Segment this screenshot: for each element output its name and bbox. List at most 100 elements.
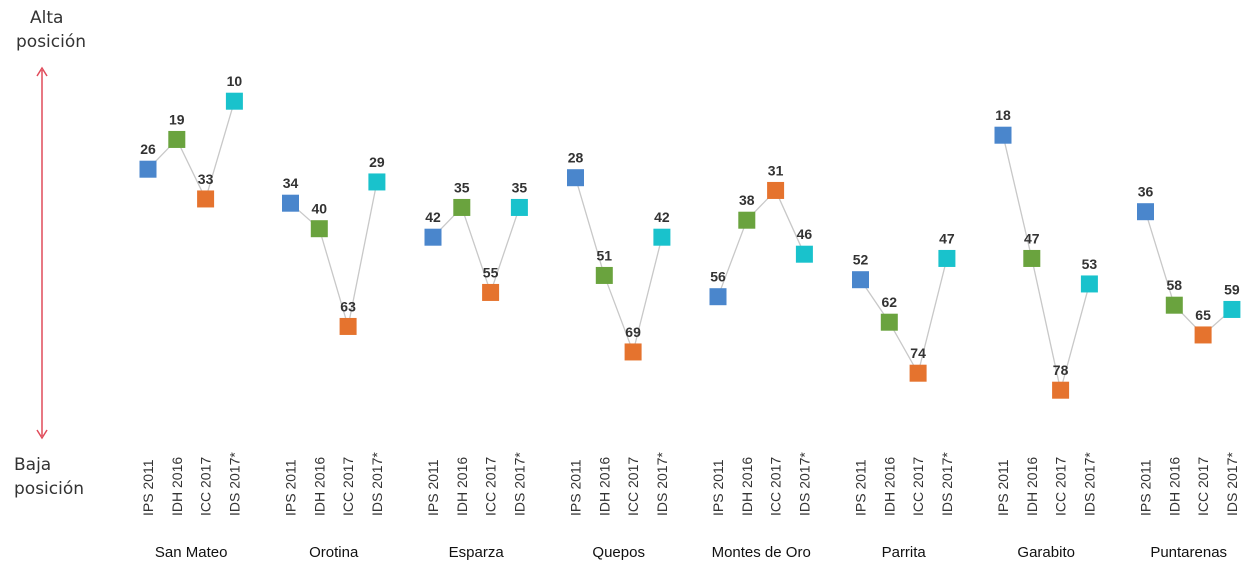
value-label-san-mateo-icc-2017: 33 — [198, 171, 214, 187]
marker-esparza-icc-2017 — [482, 283, 500, 301]
marker-puntarenas-icc-2017 — [1194, 326, 1212, 344]
tick-label-puntarenas-idh-2016: IDH 2016 — [1166, 457, 1182, 516]
marker-parrita-icc-2017 — [909, 364, 927, 382]
value-label-garabito-icc-2017: 78 — [1053, 362, 1069, 378]
series-line-quepos — [574, 177, 663, 355]
tick-label-quepos-icc-2017: ICC 2017 — [625, 457, 641, 516]
marker-san-mateo-icc-2017 — [197, 190, 215, 208]
marker-san-mateo-ids-2017 — [225, 92, 243, 110]
value-label-esparza-ids-2017: 35 — [512, 179, 528, 195]
value-label-garabito-ips-2011: 18 — [995, 107, 1011, 123]
marker-garabito-icc-2017 — [1052, 381, 1070, 399]
tick-label-puntarenas-ips-2011: IPS 2011 — [1138, 459, 1154, 516]
top-label-line1: Alta — [30, 8, 63, 28]
tick-label-quepos-ips-2011: IPS 2011 — [568, 459, 584, 516]
group-label-puntarenas: Puntarenas — [1150, 544, 1227, 561]
series-line-montes-de-oro — [717, 189, 805, 297]
value-label-montes-de-oro-idh-2016: 38 — [739, 192, 755, 208]
tick-label-garabito-ips-2011: IPS 2011 — [995, 459, 1011, 516]
value-label-quepos-ips-2011: 28 — [568, 150, 584, 166]
series-line-san-mateo — [147, 101, 236, 201]
value-label-quepos-idh-2016: 51 — [597, 247, 613, 263]
marker-montes-de-oro-ids-2017 — [795, 245, 813, 263]
tick-label-parrita-ids-2017: IDS 2017* — [939, 452, 955, 516]
value-label-montes-de-oro-icc-2017: 31 — [768, 162, 784, 178]
tick-label-quepos-idh-2016: IDH 2016 — [596, 457, 612, 516]
value-label-parrita-ips-2011: 52 — [853, 252, 869, 268]
tick-label-montes-de-oro-ips-2011: IPS 2011 — [710, 459, 726, 516]
tick-label-san-mateo-ips-2011: IPS 2011 — [140, 459, 156, 516]
value-label-puntarenas-idh-2016: 58 — [1167, 277, 1183, 293]
position-arrow — [36, 66, 48, 440]
tick-label-puntarenas-icc-2017: ICC 2017 — [1195, 457, 1211, 516]
value-label-montes-de-oro-ids-2017: 46 — [797, 226, 813, 242]
marker-san-mateo-idh-2016 — [168, 130, 186, 148]
value-label-puntarenas-ips-2011: 36 — [1138, 184, 1154, 200]
tick-label-san-mateo-ids-2017: IDS 2017* — [226, 452, 242, 516]
marker-puntarenas-ids-2017 — [1223, 300, 1241, 318]
plot-area: 26 IPS 2011 19 IDH 2016 33 ICC 2017 10 IDS 2017… — [139, 73, 1241, 561]
tick-label-montes-de-oro-idh-2016: IDH 2016 — [739, 457, 755, 516]
value-label-parrita-idh-2016: 62 — [882, 294, 898, 310]
value-label-san-mateo-ids-2017: 10 — [227, 73, 243, 89]
tick-label-quepos-ids-2017: IDS 2017* — [654, 452, 670, 516]
series-line-garabito — [1002, 135, 1091, 391]
tick-label-esparza-ids-2017: IDS 2017* — [511, 452, 527, 516]
marker-orotina-ips-2011 — [282, 194, 299, 212]
tick-label-esparza-ips-2011: IPS 2011 — [425, 459, 441, 516]
marker-parrita-ips-2011 — [852, 271, 869, 289]
series-line-orotina — [290, 181, 378, 327]
marker-montes-de-oro-idh-2016 — [738, 211, 756, 229]
marker-quepos-icc-2017 — [624, 343, 642, 361]
value-label-orotina-idh-2016: 40 — [312, 201, 328, 217]
marker-parrita-ids-2017 — [938, 249, 956, 267]
value-label-esparza-idh-2016: 35 — [454, 179, 470, 195]
marker-garabito-ips-2011 — [994, 126, 1012, 144]
marker-orotina-idh-2016 — [310, 220, 328, 238]
marker-san-mateo-ips-2011 — [139, 160, 157, 178]
tick-label-montes-de-oro-ids-2017: IDS 2017* — [796, 452, 812, 516]
tick-label-garabito-ids-2017: IDS 2017* — [1081, 452, 1097, 516]
tick-label-parrita-idh-2016: IDH 2016 — [881, 457, 897, 516]
value-label-san-mateo-idh-2016: 19 — [169, 111, 185, 127]
series-line-puntarenas — [1144, 211, 1233, 336]
arrow-head-up — [36, 66, 48, 77]
group-label-garabito: Garabito — [1017, 544, 1075, 561]
tick-label-garabito-idh-2016: IDH 2016 — [1024, 457, 1040, 516]
value-label-montes-de-oro-ips-2011: 56 — [710, 269, 726, 285]
tick-label-orotina-ips-2011: IPS 2011 — [283, 459, 299, 516]
value-label-parrita-icc-2017: 74 — [910, 345, 926, 361]
value-label-puntarenas-ids-2017: 59 — [1224, 281, 1240, 297]
value-label-orotina-ids-2017: 29 — [369, 154, 385, 170]
marker-montes-de-oro-ips-2011 — [709, 288, 727, 306]
marker-orotina-icc-2017 — [339, 317, 357, 335]
tick-label-montes-de-oro-icc-2017: ICC 2017 — [768, 457, 784, 516]
marker-quepos-ids-2017 — [653, 228, 671, 246]
marker-puntarenas-ips-2011 — [1137, 203, 1154, 221]
value-label-quepos-ids-2017: 42 — [654, 209, 670, 225]
top-label-line2: posición — [16, 32, 86, 52]
value-label-san-mateo-ips-2011: 26 — [140, 141, 156, 157]
tick-label-orotina-icc-2017: ICC 2017 — [340, 457, 356, 516]
group-label-quepos: Quepos — [592, 544, 645, 561]
group-label-esparza: Esparza — [449, 544, 505, 561]
marker-montes-de-oro-icc-2017 — [767, 181, 785, 199]
value-label-quepos-icc-2017: 69 — [625, 324, 641, 340]
marker-esparza-ids-2017 — [510, 198, 528, 216]
tick-label-esparza-idh-2016: IDH 2016 — [454, 457, 470, 516]
tick-label-orotina-idh-2016: IDH 2016 — [311, 457, 327, 516]
group-label-orotina: Orotina — [309, 544, 359, 561]
marker-quepos-idh-2016 — [595, 266, 613, 284]
value-label-orotina-icc-2017: 63 — [340, 298, 356, 314]
group-label-parrita: Parrita — [882, 544, 927, 561]
marker-esparza-ips-2011 — [424, 228, 442, 246]
tick-label-parrita-ips-2011: IPS 2011 — [853, 459, 869, 516]
value-label-esparza-ips-2011: 42 — [425, 209, 441, 225]
value-label-esparza-icc-2017: 55 — [483, 264, 499, 280]
tick-label-esparza-icc-2017: ICC 2017 — [483, 457, 499, 516]
tick-label-puntarenas-ids-2017: IDS 2017* — [1224, 452, 1240, 516]
group-label-san-mateo: San Mateo — [155, 544, 228, 561]
tick-label-san-mateo-icc-2017: ICC 2017 — [198, 457, 214, 516]
tick-label-orotina-ids-2017: IDS 2017* — [369, 452, 385, 516]
